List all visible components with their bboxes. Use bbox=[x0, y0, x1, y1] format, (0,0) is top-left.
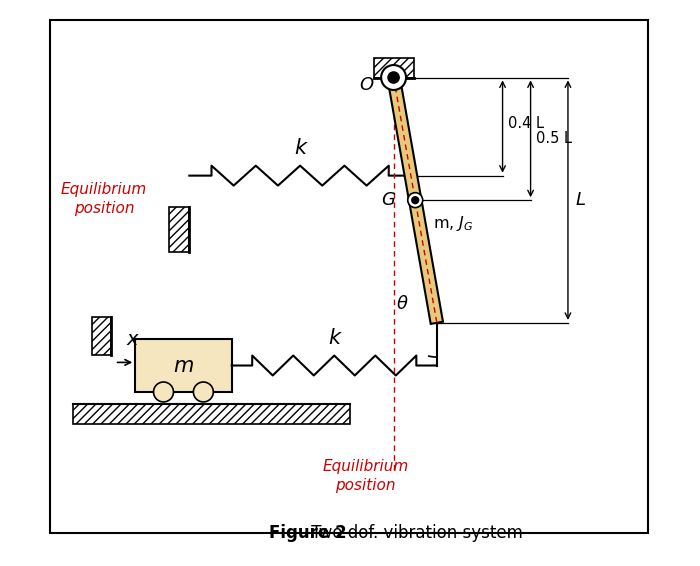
Text: G: G bbox=[382, 191, 395, 209]
Circle shape bbox=[193, 382, 214, 402]
Text: x: x bbox=[127, 330, 139, 349]
Text: k: k bbox=[328, 328, 340, 348]
Bar bbox=[73, 405, 350, 424]
Polygon shape bbox=[388, 76, 443, 324]
Text: Two dof. vibration system: Two dof. vibration system bbox=[307, 524, 524, 542]
Circle shape bbox=[388, 72, 399, 83]
Bar bbox=[374, 58, 414, 78]
Text: Equilibrium
position: Equilibrium position bbox=[61, 182, 147, 216]
Text: Equilibrium
position: Equilibrium position bbox=[323, 458, 409, 494]
Text: 0.4 L: 0.4 L bbox=[508, 116, 543, 131]
Bar bbox=[92, 318, 111, 355]
Circle shape bbox=[412, 197, 419, 204]
Circle shape bbox=[381, 65, 406, 90]
Bar bbox=[135, 339, 232, 392]
Text: O: O bbox=[360, 76, 374, 94]
Text: m, $J_G$: m, $J_G$ bbox=[433, 215, 473, 233]
Text: Figure 2: Figure 2 bbox=[269, 524, 346, 542]
Bar bbox=[169, 207, 189, 252]
Circle shape bbox=[407, 192, 423, 208]
Text: m: m bbox=[173, 355, 194, 375]
Text: k: k bbox=[294, 138, 306, 158]
Circle shape bbox=[153, 382, 174, 402]
Text: L: L bbox=[575, 191, 585, 209]
Text: 0.5 L: 0.5 L bbox=[536, 131, 572, 147]
Text: $\theta$: $\theta$ bbox=[396, 295, 409, 314]
